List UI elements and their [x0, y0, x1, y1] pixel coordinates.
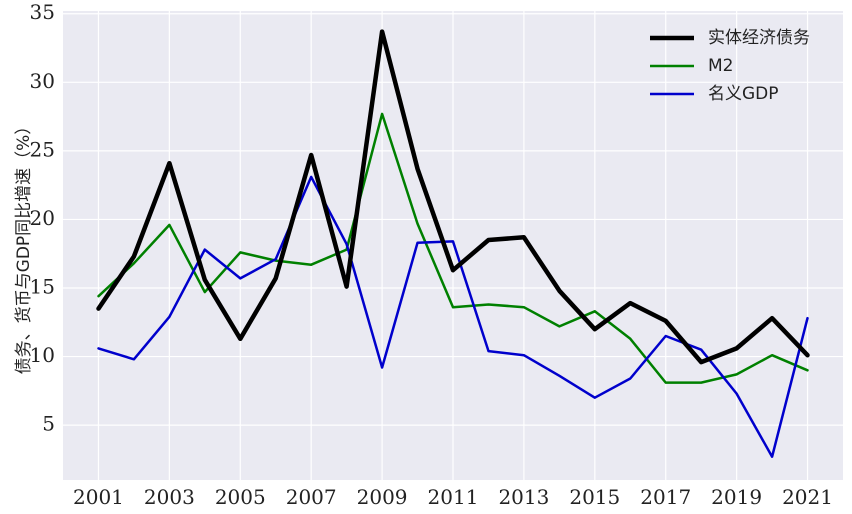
x-tick-label: 2005 [215, 485, 266, 509]
y-axis-label: 债务、货币与GDP同比增速（%） [14, 118, 34, 375]
y-tick-label: 30 [30, 69, 55, 93]
y-tick-label: 35 [30, 0, 55, 24]
y-tick-label: 15 [30, 275, 55, 299]
series-lines [96, 29, 810, 458]
x-tick-label: 2001 [73, 485, 124, 509]
x-tick-label: 2013 [498, 485, 549, 509]
y-tick-label: 5 [42, 412, 55, 436]
legend-label-0: 实体经济债务 [708, 28, 810, 48]
x-tick-label: 2003 [144, 485, 195, 509]
x-tick-label: 2019 [711, 485, 762, 509]
legend-label-1: M2 [708, 56, 733, 76]
y-tick-labels: 5 10 15 20 25 30 35 [30, 0, 55, 435]
series-line-0 [96, 29, 810, 365]
x-tick-label: 2011 [428, 485, 479, 509]
x-tick-label: 2021 [782, 485, 833, 509]
x-tick-label: 2017 [640, 485, 691, 509]
x-tick-label: 2007 [286, 485, 337, 509]
x-tick-label: 2009 [357, 485, 408, 509]
grid [63, 11, 843, 480]
series-line-1 [97, 112, 809, 384]
x-tick-labels: 2001 2003 2005 2007 2009 2011 2013 2015 2017 2019… [73, 485, 833, 509]
y-tick-label: 10 [30, 343, 55, 367]
y-tick-label: 25 [30, 137, 55, 161]
y-tick-label: 20 [30, 206, 55, 230]
legend-label-2: 名义GDP [708, 84, 779, 104]
x-tick-label: 2015 [569, 485, 620, 509]
legend: 实体经济债务 M2 名义GDP [650, 28, 810, 104]
